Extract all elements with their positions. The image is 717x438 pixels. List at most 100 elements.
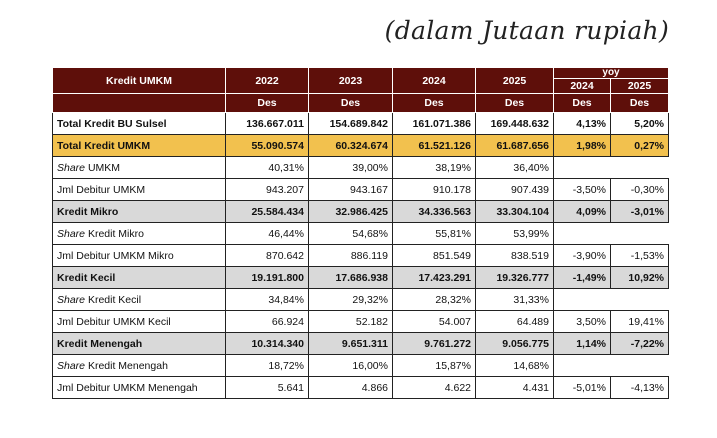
row-label: Share Kredit Menengah <box>52 354 226 377</box>
value-cell: 943.207 <box>225 178 309 201</box>
value-cell: 136.667.011 <box>225 112 309 135</box>
table-row: Jml Debitur UMKM 943.207 943.167 910.178 907… <box>52 178 670 201</box>
yoy-cell: -5,01% <box>553 376 611 399</box>
row-label-text: Jml Debitur UMKM <box>57 183 146 196</box>
row-label: Share Kredit Kecil <box>52 288 226 311</box>
empty-cell <box>611 289 669 311</box>
row-label-italic: Share <box>57 227 86 240</box>
header-period: Des <box>475 93 554 113</box>
value-cell: 31,33% <box>475 288 554 311</box>
value-cell: 19.191.800 <box>225 266 309 289</box>
value-cell: 910.178 <box>392 178 476 201</box>
row-label-italic: Share <box>57 161 86 174</box>
row-label-text: Kredit Mikro <box>57 205 119 218</box>
value-cell: 28,32% <box>392 288 476 311</box>
yoy-cell: -3,90% <box>553 244 611 267</box>
value-cell: 4.431 <box>475 376 554 399</box>
value-cell: 9.651.311 <box>308 332 393 355</box>
header-yoy-year: 2024 <box>553 78 611 94</box>
empty-cell <box>611 223 669 245</box>
value-cell: 54,68% <box>308 222 393 245</box>
header-period: Des <box>609 93 670 113</box>
value-cell: 60.324.674 <box>308 134 393 157</box>
value-cell: 9.056.775 <box>475 332 554 355</box>
header-year: 2023 <box>308 67 393 94</box>
row-label: Share Kredit Mikro <box>52 222 226 245</box>
value-cell: 907.439 <box>475 178 554 201</box>
value-cell: 943.167 <box>308 178 393 201</box>
header-label: Kredit UMKM <box>52 67 226 94</box>
value-cell: 32.986.425 <box>308 200 393 223</box>
kredit-umkm-table: Kredit UMKM 2022 2023 2024 2025 yoy 2024… <box>52 67 670 399</box>
row-label-text: UMKM <box>85 161 121 174</box>
value-cell: 25.584.434 <box>225 200 309 223</box>
table-row: Total Kredit BU Sulsel 136.667.011 154.689… <box>52 112 670 135</box>
empty-cell <box>611 355 669 377</box>
value-cell: 15,87% <box>392 354 476 377</box>
row-label-text: Kredit Menengah <box>85 359 168 372</box>
table-row: Share UMKM 40,31% 39,00% 38,19% 36,40% <box>52 156 669 179</box>
row-label: Jml Debitur UMKM Mikro <box>52 244 226 267</box>
yoy-cell: 1,98% <box>553 134 611 157</box>
header-period: Des <box>392 93 476 113</box>
table-row: Jml Debitur UMKM Menengah 5.641 4.866 4.622… <box>52 376 670 399</box>
row-label: Kredit Kecil <box>52 266 226 289</box>
value-cell: 34.336.563 <box>392 200 476 223</box>
yoy-cell: -4,13% <box>609 376 670 399</box>
value-cell: 17.423.291 <box>392 266 476 289</box>
table-row: Jml Debitur UMKM Kecil 66.924 52.182 54.007… <box>52 310 670 333</box>
unit-note: (dalam Jutaan rupiah) <box>384 16 669 45</box>
table-row: Jml Debitur UMKM Mikro 870.642 886.119 851.… <box>52 244 670 267</box>
value-cell: 55.090.574 <box>225 134 309 157</box>
value-cell: 5.641 <box>225 376 309 399</box>
value-cell: 19.326.777 <box>475 266 554 289</box>
row-label: Total Kredit UMKM <box>52 134 226 157</box>
row-label-text: Jml Debitur UMKM Kecil <box>57 315 171 328</box>
row-label-text: Jml Debitur UMKM Mikro <box>57 249 174 262</box>
value-cell: 46,44% <box>225 222 309 245</box>
header-yoy-year: 2025 <box>609 78 670 94</box>
empty-cell <box>554 355 611 377</box>
value-cell: 886.119 <box>308 244 393 267</box>
header-year: 2025 <box>475 67 554 94</box>
yoy-cell: 1,14% <box>553 332 611 355</box>
row-label-text: Kredit Mikro <box>85 227 144 240</box>
value-cell: 36,40% <box>475 156 554 179</box>
yoy-cell: -7,22% <box>609 332 670 355</box>
value-cell: 9.761.272 <box>392 332 476 355</box>
value-cell: 38,19% <box>392 156 476 179</box>
yoy-cell: 5,20% <box>609 112 670 135</box>
yoy-cell: 19,41% <box>609 310 670 333</box>
value-cell: 10.314.340 <box>225 332 309 355</box>
empty-cell <box>554 157 611 179</box>
value-cell: 64.489 <box>475 310 554 333</box>
row-label-text: Total Kredit UMKM <box>57 139 151 152</box>
row-label-text: Kredit Menengah <box>57 337 143 350</box>
value-cell: 29,32% <box>308 288 393 311</box>
table-row: Kredit Kecil 19.191.800 17.686.938 17.423.2… <box>52 266 670 289</box>
value-cell: 52.182 <box>308 310 393 333</box>
yoy-cell: -1,49% <box>553 266 611 289</box>
table-row: Share Kredit Mikro 46,44% 54,68% 55,81% 53,9… <box>52 222 669 245</box>
table-row: Kredit Menengah 10.314.340 9.651.311 9.761.… <box>52 332 670 355</box>
empty-cell <box>554 289 611 311</box>
value-cell: 54.007 <box>392 310 476 333</box>
header-yoy: yoy <box>552 67 670 79</box>
header-period: Des <box>553 93 611 113</box>
row-label-text: Kredit Kecil <box>85 293 142 306</box>
header-period: Des <box>308 93 393 113</box>
value-cell: 55,81% <box>392 222 476 245</box>
empty-cell <box>611 157 669 179</box>
row-label-italic: Share <box>57 293 86 306</box>
row-label: Kredit Menengah <box>52 332 226 355</box>
value-cell: 53,99% <box>475 222 554 245</box>
table-row: Kredit Mikro 25.584.434 32.986.425 34.336.5… <box>52 200 670 223</box>
value-cell: 169.448.632 <box>475 112 554 135</box>
value-cell: 4.866 <box>308 376 393 399</box>
header-year: 2024 <box>392 67 476 94</box>
row-label-italic: Share <box>57 359 86 372</box>
value-cell: 154.689.842 <box>308 112 393 135</box>
value-cell: 61.521.126 <box>392 134 476 157</box>
header-year: 2022 <box>225 67 309 94</box>
yoy-cell: -3,50% <box>553 178 611 201</box>
